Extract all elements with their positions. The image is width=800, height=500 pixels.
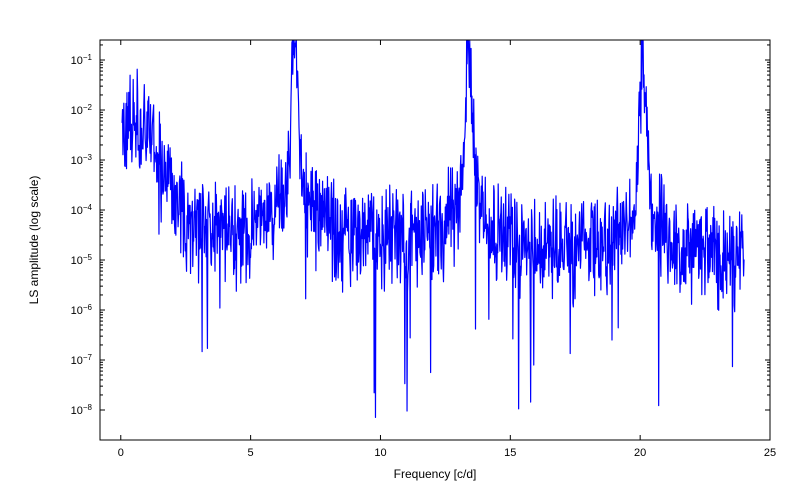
y-tick-label: 10−2 — [71, 103, 93, 118]
x-tick-label: 20 — [634, 447, 646, 459]
y-tick-label: 10−3 — [71, 153, 93, 168]
x-tick-label: 15 — [504, 447, 516, 459]
x-tick-label: 25 — [764, 447, 776, 459]
x-tick-label: 0 — [118, 447, 124, 459]
chart-svg: 0 5 10 15 20 25 10−8 10−7 10−6 10−5 10−4 10−3 10−2 10… — [0, 0, 800, 500]
x-tick-label: 10 — [374, 447, 386, 459]
y-tick-label: 10−8 — [71, 403, 93, 418]
spectrum-line — [122, 41, 744, 417]
y-axis-label: LS amplitude (log scale) — [27, 176, 41, 305]
y-tick-label: 10−6 — [71, 303, 93, 318]
y-tick-label: 10−1 — [71, 53, 93, 68]
x-axis-label: Frequency [c/d] — [394, 467, 477, 481]
y-tick-label: 10−4 — [71, 203, 93, 218]
y-tick-label: 10−5 — [71, 253, 93, 268]
x-tick-label: 5 — [248, 447, 254, 459]
y-tick-label: 10−7 — [71, 353, 93, 368]
periodogram-chart: 0 5 10 15 20 25 10−8 10−7 10−6 10−5 10−4 10−3 10−2 10… — [0, 0, 800, 500]
